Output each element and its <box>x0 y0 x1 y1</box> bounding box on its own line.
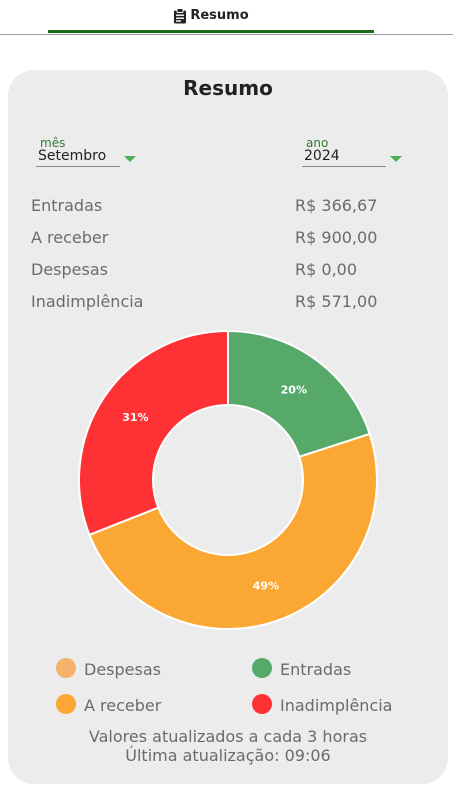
summary-row-value: R$ 900,00 <box>295 228 378 247</box>
summary-card <box>8 70 448 784</box>
year-select-label: ano <box>306 136 329 150</box>
summary-row-label: Inadimplência <box>31 292 144 311</box>
donut-slice-inadimpl-ncia[interactable] <box>78 329 229 537</box>
tab-bar: Resumo <box>0 0 453 35</box>
summary-row-label: Entradas <box>31 196 103 215</box>
year-select-underline <box>302 166 386 167</box>
summary-row-value: R$ 571,00 <box>295 292 378 311</box>
last-update-text: Última atualização: 09:06 <box>125 746 331 765</box>
summary-row-label: Despesas <box>31 260 108 279</box>
legend-label: A receber <box>84 696 162 715</box>
tab-resumo[interactable]: Resumo <box>48 0 374 33</box>
legend-label: Despesas <box>84 660 161 679</box>
legend-dot <box>56 658 76 678</box>
legend-label: Inadimplência <box>280 696 393 715</box>
chevron-down-icon[interactable] <box>390 156 402 162</box>
card-title: Resumo <box>183 76 273 100</box>
month-select-underline <box>36 166 120 167</box>
donut-data-label: 20% <box>281 383 307 396</box>
summary-row-label: A receber <box>31 228 109 247</box>
donut-data-label: 31% <box>122 411 148 424</box>
donut-slice-entradas[interactable] <box>227 329 371 459</box>
month-select-value[interactable]: Setembro <box>38 148 107 164</box>
legend-dot <box>252 658 272 678</box>
year-select-value[interactable]: 2024 <box>304 148 340 164</box>
tab-label: Resumo <box>190 8 249 23</box>
legend-dot <box>56 694 76 714</box>
update-frequency-text: Valores atualizados a cada 3 horas <box>88 727 368 746</box>
summary-row-value: R$ 0,00 <box>295 260 358 279</box>
clipboard-icon <box>174 7 187 23</box>
month-select-label: mês <box>40 136 66 150</box>
summary-row-value: R$ 366,67 <box>295 196 378 215</box>
donut-data-label: 49% <box>253 579 279 592</box>
legend-label: Entradas <box>280 660 352 679</box>
legend-dot <box>252 694 272 714</box>
chevron-down-icon[interactable] <box>124 156 136 162</box>
donut-slice-a-receber[interactable] <box>88 432 378 630</box>
